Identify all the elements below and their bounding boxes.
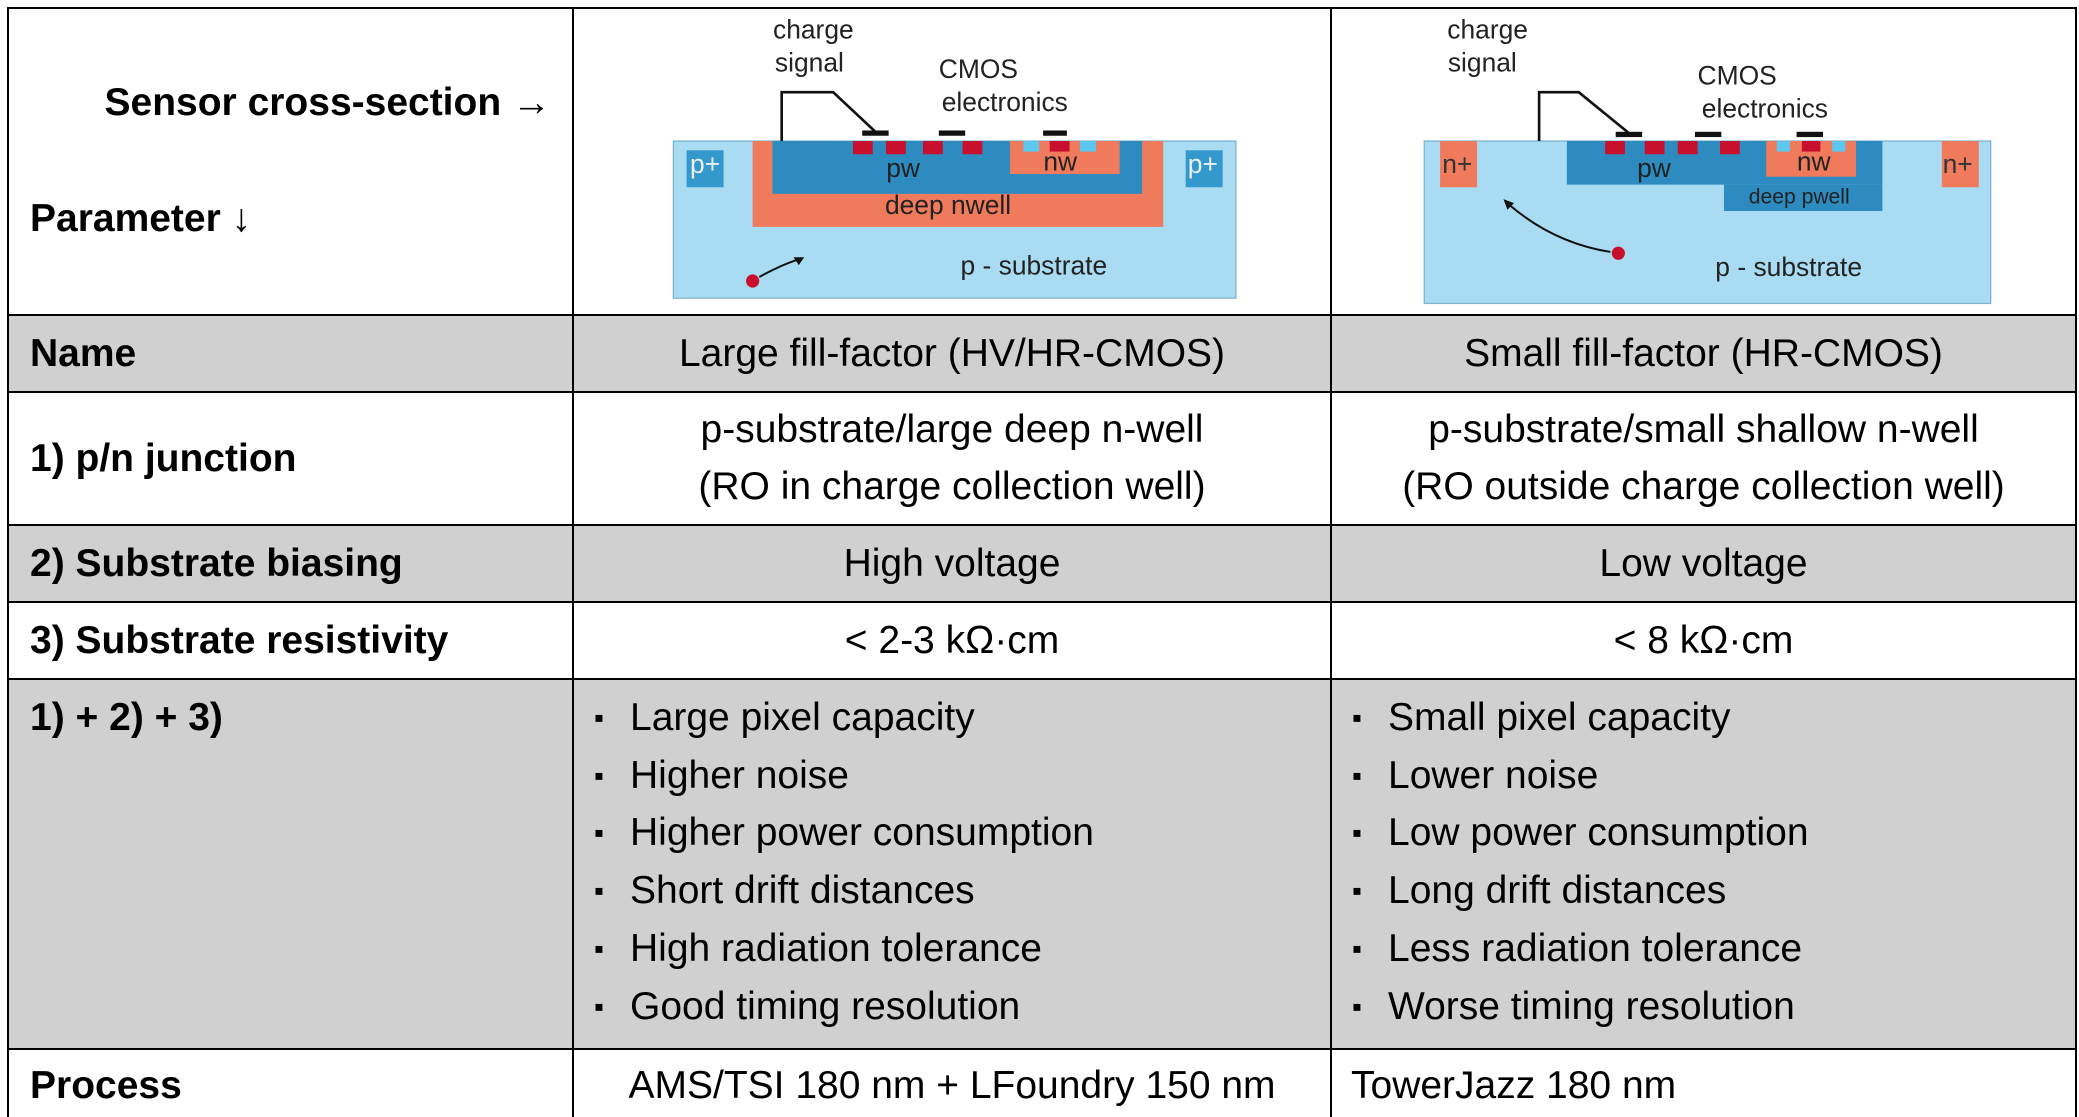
- bullet-item: High radiation tolerance: [594, 920, 1094, 978]
- row-label: Name: [30, 332, 137, 375]
- border: [7, 7, 9, 1117]
- label: pw: [886, 153, 921, 183]
- label: p+: [690, 149, 720, 179]
- label: electronics: [1702, 94, 1828, 124]
- row: [7, 391, 2077, 525]
- diagram-small: charge signal CMOS electronics pw nw dee…: [1423, 14, 1992, 305]
- row-label: 2) Substrate biasing: [30, 542, 403, 585]
- cell: p-substrate/small shallow n-well: [1428, 408, 1979, 451]
- bullet-item: Short drift distances: [594, 862, 1094, 920]
- cell: Large fill-factor (HV/HR-CMOS): [678, 332, 1226, 375]
- bullet-item: Less radiation tolerance: [1352, 920, 1809, 978]
- label: signal: [775, 47, 844, 77]
- label: deep nwell: [885, 190, 1011, 220]
- border: [1330, 7, 1332, 1117]
- cell: p-substrate/large deep n-well: [700, 408, 1204, 451]
- bullet-item: Large pixel capacity: [594, 689, 1094, 747]
- row-label: 3) Substrate resistivity: [30, 619, 449, 662]
- bullet-list: Small pixel capacityLower noiseLow power…: [1352, 689, 1809, 1035]
- label: charge: [1447, 14, 1528, 44]
- bullet-item: Lower noise: [1352, 747, 1809, 805]
- label: pw: [1637, 153, 1672, 183]
- row-label: 1) + 2) + 3): [30, 696, 223, 739]
- label: signal: [1448, 47, 1517, 77]
- label: deep pwell: [1749, 185, 1850, 208]
- label: n+: [1442, 149, 1472, 179]
- cell: Small fill-factor (HR-CMOS): [1464, 332, 1943, 375]
- cell: Low voltage: [1599, 542, 1808, 585]
- bullet-item: Higher noise: [594, 747, 1094, 805]
- row: [7, 1048, 2077, 1117]
- label: p - substrate: [961, 251, 1108, 281]
- cell: TowerJazz 180 nm: [1351, 1064, 1677, 1107]
- bullet-item: Higher power consumption: [594, 804, 1094, 862]
- cell: AMS/TSI 180 nm + LFoundry 150 nm: [628, 1064, 1276, 1107]
- label: p - substrate: [1715, 252, 1862, 282]
- cell: < 8 kΩ·cm: [1613, 619, 1794, 662]
- label: nw: [1797, 146, 1832, 176]
- label: CMOS: [939, 54, 1018, 84]
- row-label: Process: [30, 1064, 182, 1107]
- bullet-item: Low power consumption: [1352, 804, 1809, 862]
- label: CMOS: [1698, 61, 1777, 91]
- label: electronics: [942, 87, 1068, 117]
- bullet-item: Long drift distances: [1352, 862, 1809, 920]
- bullet-item: Good timing resolution: [594, 978, 1094, 1036]
- bullet-item: Worse timing resolution: [1352, 978, 1809, 1036]
- cell: < 2-3 kΩ·cm: [844, 619, 1060, 662]
- diagram-large: charge signal CMOS electronics pw nw dee…: [672, 14, 1237, 299]
- border: [572, 7, 574, 1117]
- row-label: 1) p/n junction: [30, 437, 297, 480]
- bullet-item: Small pixel capacity: [1352, 689, 1809, 747]
- cell: High voltage: [843, 542, 1061, 585]
- label: n+: [1943, 149, 1973, 179]
- label: p+: [1188, 149, 1218, 179]
- border: [2075, 7, 2077, 1117]
- row: [7, 314, 2077, 392]
- label: charge: [773, 14, 854, 44]
- row: [7, 524, 2077, 602]
- corner-label: Sensor cross-section →: [104, 81, 551, 124]
- row: [7, 601, 2077, 679]
- bullet-list: Large pixel capacityHigher noiseHigher p…: [594, 689, 1094, 1035]
- label: nw: [1043, 146, 1078, 176]
- cell: (RO in charge collection well): [698, 465, 1206, 508]
- cell: (RO outside charge collection well): [1402, 465, 2005, 508]
- corner-label: Parameter ↓: [30, 197, 252, 240]
